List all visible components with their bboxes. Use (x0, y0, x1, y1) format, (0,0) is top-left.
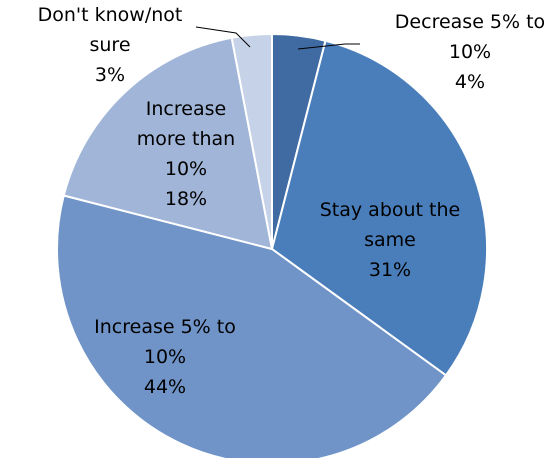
data-label-2-line-1: Stay about the (320, 199, 460, 221)
data-label-3-line-3: 44% (144, 376, 186, 398)
pie-slice-3 (56, 194, 448, 458)
data-label-4-line-3: 10% (165, 158, 207, 180)
data-label-5-line-3: 3% (95, 64, 125, 86)
leader-lines (195, 26, 360, 50)
data-label-1: Decrease 5% to 10% 4% (395, 11, 545, 93)
data-label-4-line-2: more than (137, 128, 235, 150)
pie-slices (56, 32, 488, 458)
data-label-3-line-2: 10% (144, 346, 186, 368)
data-label-2-line-2: same (364, 229, 416, 251)
data-label-4-line-1: Increase (146, 98, 226, 120)
data-label-3: Increase 5% to 10% 44% (94, 316, 236, 398)
pie-slice-2 (270, 39, 488, 377)
data-label-1-line-3: 4% (455, 71, 485, 93)
pie-slice-5 (230, 32, 273, 250)
data-labels: Decrease 5% to 10% 4% Stay about the same 31%… (38, 4, 546, 398)
data-label-4: Increase more than 10% 18% (137, 98, 235, 210)
data-label-5-line-2: sure (89, 34, 130, 56)
pie-slice-4 (62, 36, 274, 251)
data-label-5-line-1: Don't know/not (38, 4, 183, 26)
data-label-1-line-2: 10% (449, 41, 491, 63)
data-label-1-line-1: Decrease 5% to (395, 11, 545, 33)
data-label-5: Don't know/not sure 3% (38, 4, 183, 86)
data-label-4-line-4: 18% (165, 188, 207, 210)
leader-line-5 (195, 26, 251, 48)
leader-line-1 (297, 43, 360, 50)
data-label-3-line-1: Increase 5% to (94, 316, 236, 338)
data-label-2: Stay about the same 31% (320, 199, 460, 281)
data-label-2-line-3: 31% (369, 259, 411, 281)
